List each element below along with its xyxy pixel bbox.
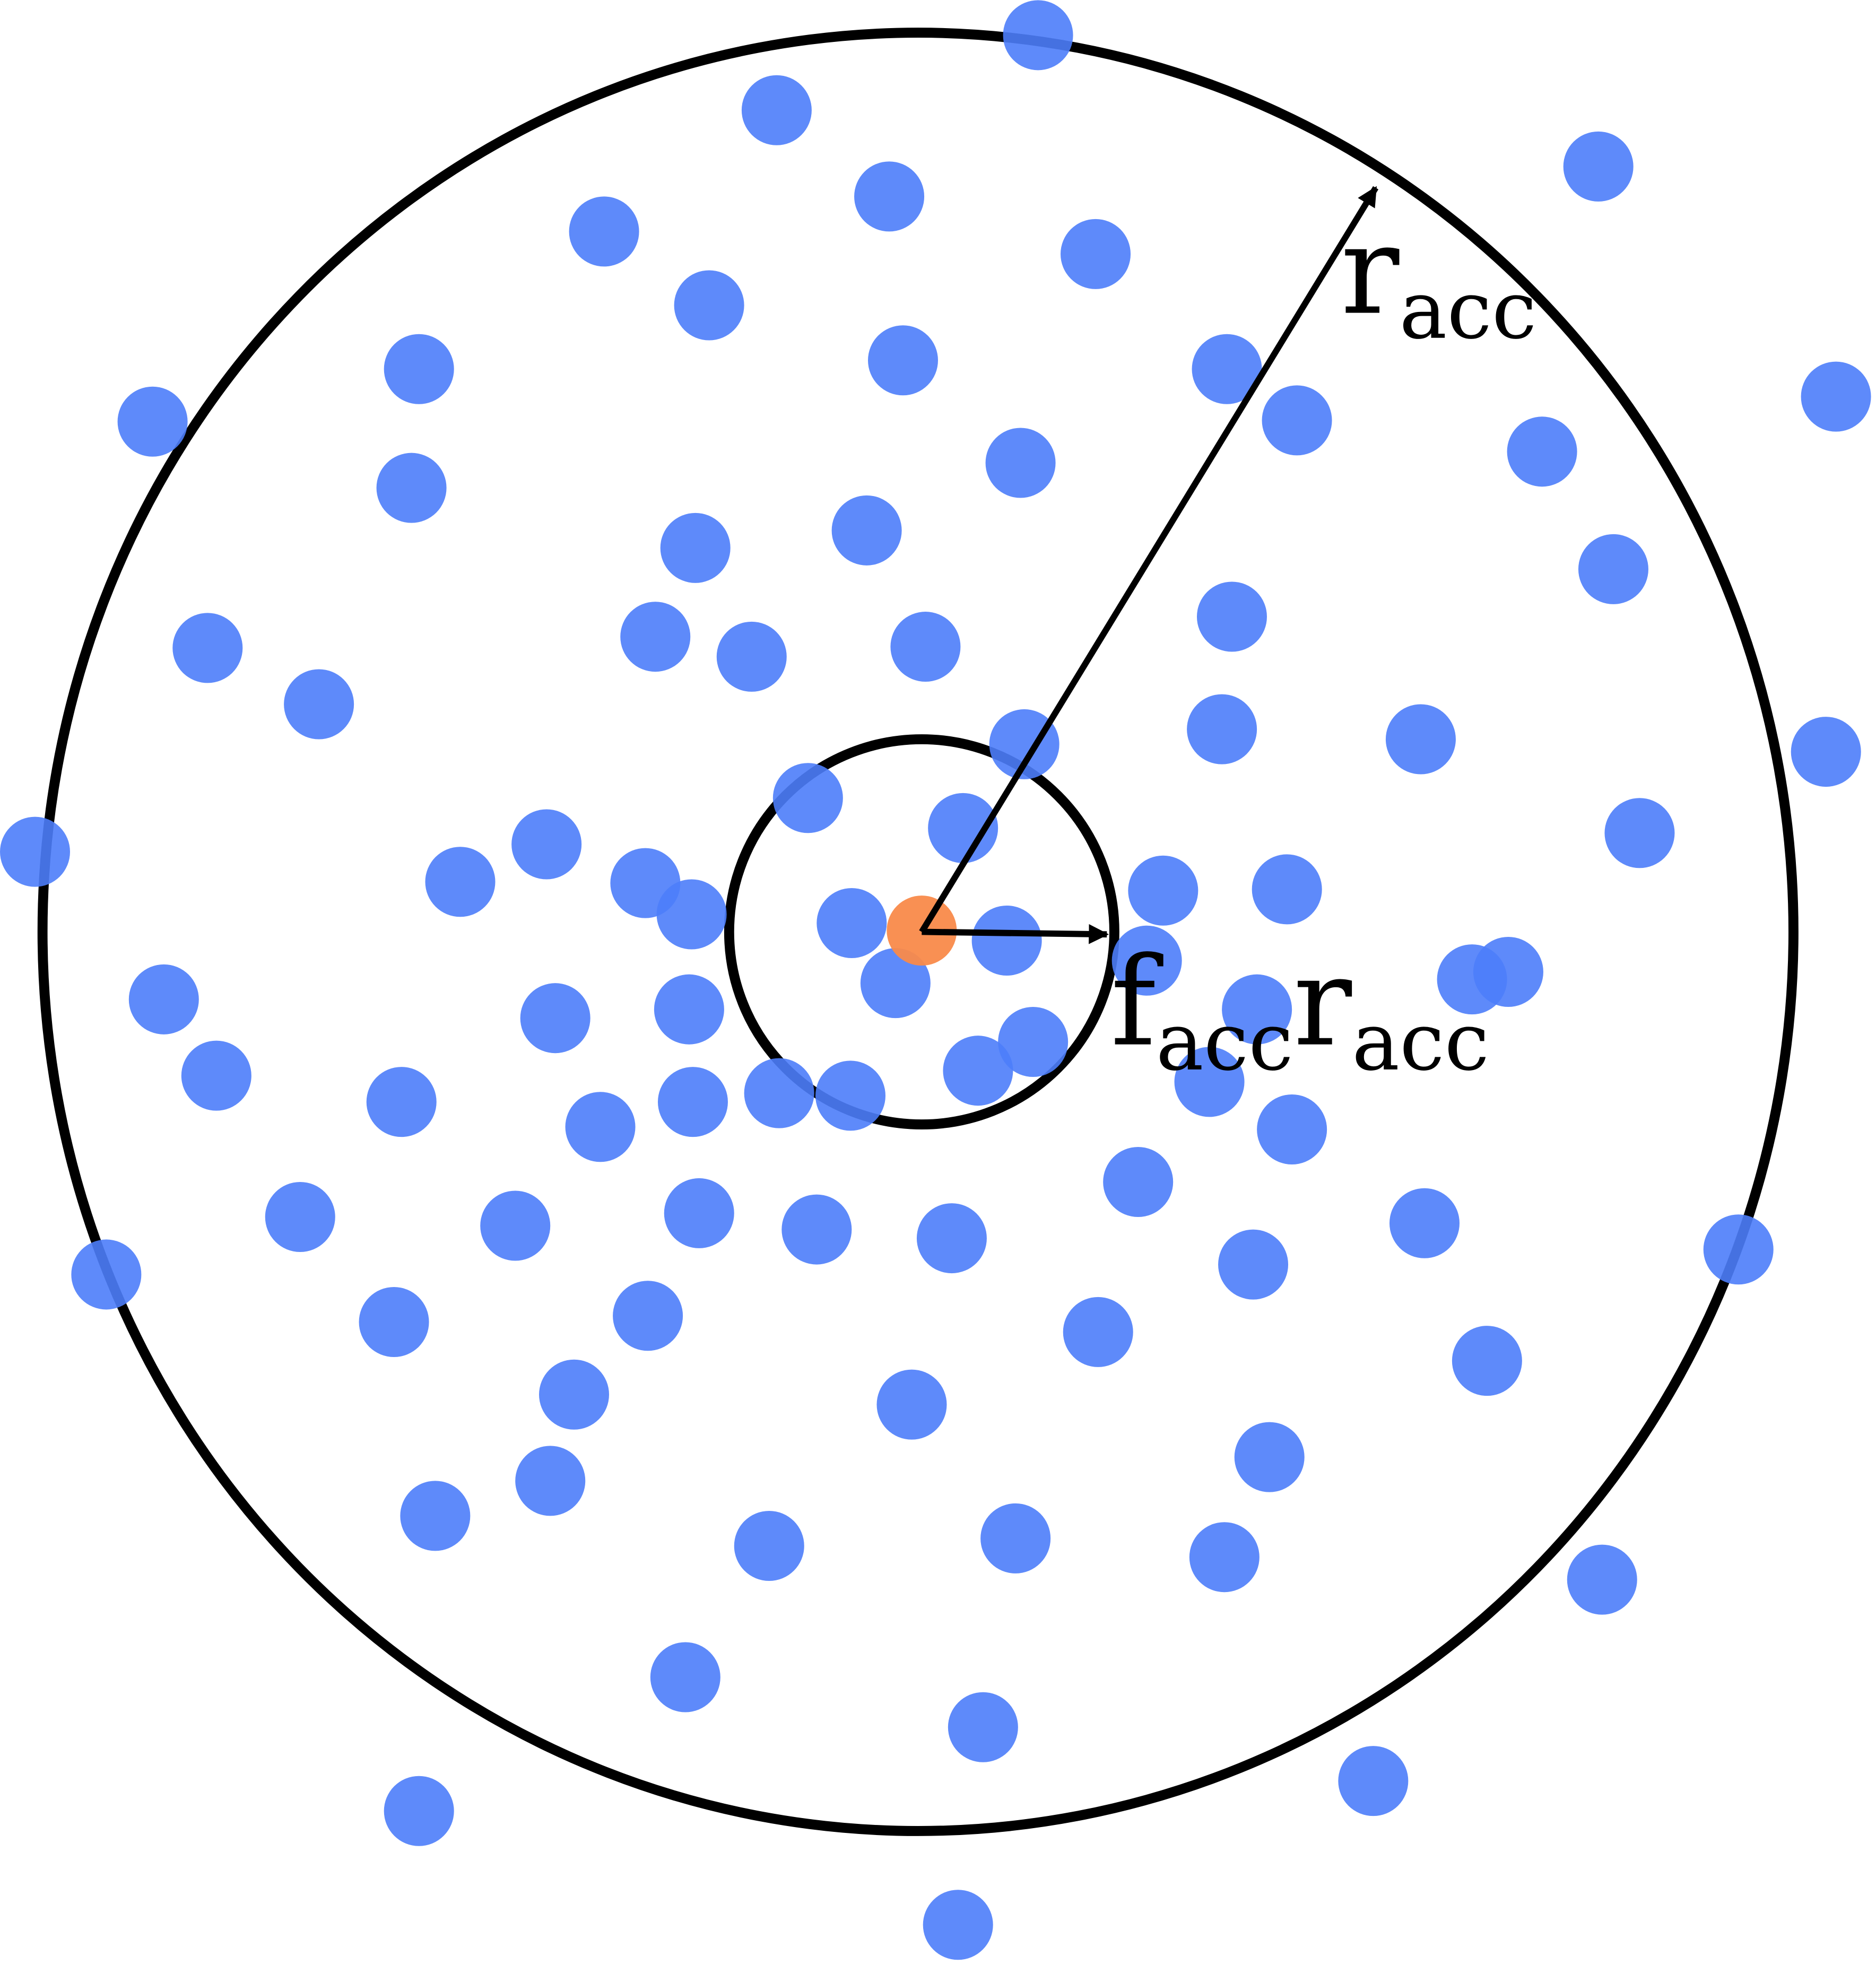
neighbor-particle [674,270,744,341]
neighbor-particle [1262,385,1332,456]
neighbor-particle [657,1067,728,1137]
neighbor-particle [0,816,71,887]
neighbor-particle [376,453,447,523]
neighbor-particle [1578,534,1648,604]
neighbor-particle [1452,1326,1522,1396]
neighbor-particle [1791,717,1861,787]
neighbor-particle [265,1181,335,1253]
neighbor-particle [1063,1297,1133,1367]
neighbor-particle [520,983,590,1054]
neighbor-particle [359,1287,429,1358]
neighbor-particle [620,602,691,672]
inner-radius-label-base1: f [1110,932,1163,1074]
neighbor-particle [71,1239,142,1310]
neighbor-particle [923,1890,993,1960]
neighbor-particle [734,1510,804,1581]
neighbor-particle [867,325,938,396]
neighbor-particle [1703,1214,1774,1285]
neighbor-particle [928,793,998,863]
outer-radius-label-sub: acc [1399,264,1536,357]
neighbor-particle [948,1692,1018,1762]
neighbor-particle [817,888,887,959]
neighbor-particle [1061,219,1131,289]
neighbor-particle [1234,1422,1305,1492]
neighbor-particle [1257,1094,1327,1164]
neighbor-particle [284,669,354,740]
neighbor-particle [1801,361,1871,432]
neighbor-particle [384,334,454,404]
neighbor-particle [876,1369,947,1440]
outer-radius-label: racc [1341,200,1536,357]
neighbor-particle [660,512,731,583]
neighbor-particle [989,709,1059,779]
neighbor-particle [654,974,724,1045]
outer-radius-arrow [919,186,1379,934]
neighbor-particle [998,1006,1069,1077]
neighbor-particle [1385,704,1456,775]
neighbor-particle [744,1058,814,1128]
inner-radius-label-sub2: acc [1352,995,1489,1089]
neighbor-particle [916,1203,987,1274]
neighbor-particle [1222,974,1292,1045]
neighbor-particle [366,1067,437,1137]
neighbor-particle [860,948,931,1019]
neighbor-particle [1196,581,1267,652]
neighbor-particle [831,495,902,566]
neighbor-particle [1187,694,1257,764]
neighbor-particle [1567,1544,1637,1615]
neighbor-particle [716,621,787,692]
neighbor-particle [425,847,496,917]
neighbor-particle [1338,1746,1409,1816]
neighbor-particle [1128,855,1198,926]
neighbor-particle [1563,131,1634,202]
neighbor-particle [1473,936,1543,1007]
neighbor-particle [664,1178,734,1248]
neighbor-particle [117,386,188,457]
neighbor-particle [971,906,1042,976]
neighbor-particle [741,75,812,145]
neighbor-particle [1252,854,1322,925]
neighbor-particle [1389,1188,1460,1258]
inner-accretion-circle [724,734,1119,1129]
neighbor-particle [515,1446,586,1516]
neighbor-particle [511,809,582,880]
neighbor-particle [650,1642,720,1712]
neighbor-particle [1192,334,1262,404]
neighbor-particle [128,964,199,1034]
neighbor-particle [613,1281,683,1351]
neighbor-particle [1604,798,1675,868]
neighbor-particle [943,1036,1013,1106]
neighbor-particle [480,1190,551,1261]
neighbor-particle [400,1481,471,1551]
neighbor-particle [1507,416,1577,487]
inner-radius-label: faccracc [1110,932,1489,1089]
neighbor-particle [980,1503,1051,1573]
neighbor-particle [1103,1146,1174,1217]
neighbor-particle [1003,0,1073,71]
neighbor-particle [565,1092,636,1162]
inner-radius-arrow [922,924,1109,944]
outer-radius-label-base: r [1341,200,1400,342]
outer-accretion-circle [37,28,1799,1836]
neighbor-particle [781,1194,852,1265]
neighbor-particle [1174,1047,1245,1117]
neighbor-particle [985,428,1056,498]
neighbor-particle [569,196,639,267]
neighbor-particle [181,1040,251,1111]
neighbor-particle [1189,1522,1260,1593]
neighbor-particle [172,613,243,683]
neighbor-particle [890,612,961,682]
neighbor-particle [772,763,843,833]
inner-radius-label-base2: r [1293,932,1352,1074]
neighbor-particle [384,1776,454,1846]
neighbor-particle [815,1060,885,1131]
neighbor-particle [539,1359,610,1430]
neighbor-particle [656,879,727,950]
neighbor-particle [1111,925,1182,996]
neighbor-particle [1218,1229,1289,1300]
inner-radius-label-sub1: acc [1156,995,1293,1089]
neighbor-particle [854,161,925,232]
